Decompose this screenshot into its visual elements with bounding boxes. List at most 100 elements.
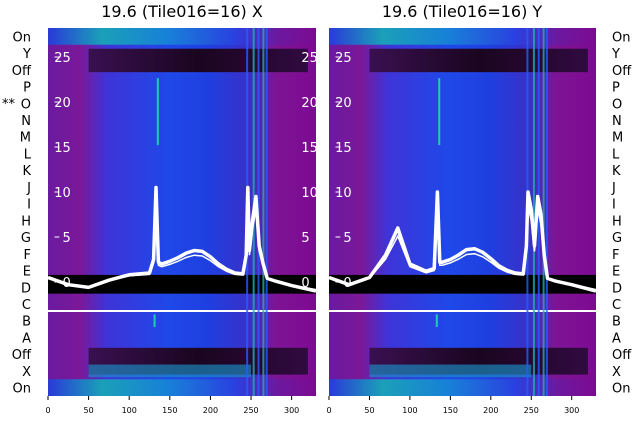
row-label-left: L	[24, 147, 32, 162]
overlay-y-tick-label-right: 0	[301, 276, 309, 291]
heatmap-band-off-top	[88, 48, 308, 73]
x-tick-label: 100	[402, 406, 417, 415]
overlay-y-tick-label-right: 5	[301, 231, 309, 246]
overlay-line	[328, 205, 597, 291]
overlay-y-tick-label-right: 10	[301, 186, 318, 201]
row-label-right: N	[612, 114, 622, 129]
heatmap-spike	[156, 78, 159, 146]
overlay-y-tick-label: 0	[343, 276, 351, 291]
x-tick-label: 50	[364, 406, 374, 415]
heatmap-stripe	[542, 28, 545, 396]
overlay-y-tick-label: 20	[335, 96, 352, 111]
heatmap-body	[329, 28, 596, 396]
overlay-y-tick-label: 20	[54, 96, 71, 111]
panel-title: 19.6 (Tile016=16) X	[101, 2, 263, 21]
x-ticks: 0 50 100 150 200 250 300	[326, 396, 579, 415]
x-tick-label: 0	[326, 406, 331, 415]
heatmap-band-on-top	[329, 28, 596, 45]
heatmap-panel-y: 19.6 (Tile016=16) Y 0 5 10 15 20 25 0 50 100 150…	[326, 2, 597, 415]
overlay-y-tick-label: 5	[62, 231, 70, 246]
row-label-left: On	[13, 382, 31, 397]
row-label-left: N	[21, 114, 31, 129]
row-label-right: M	[612, 131, 623, 146]
row-label-left: F	[24, 248, 31, 263]
overlay-y-tick-label: 10	[54, 186, 71, 201]
heatmap-band-on-top	[48, 28, 316, 45]
x-tick-label: 100	[122, 406, 137, 415]
row-label-left: H	[21, 214, 31, 229]
row-label-right: H	[612, 214, 622, 229]
heatmap-spike	[153, 314, 156, 328]
heatmap-band-d	[48, 274, 316, 294]
overlay-y-tick-label-right: 25	[301, 51, 318, 66]
row-label-left: P	[23, 81, 31, 96]
panel-title: 19.6 (Tile016=16) Y	[382, 2, 543, 21]
heatmap-stripe	[265, 28, 268, 396]
overlay-y-tick-label: 10	[335, 186, 352, 201]
overlay-line	[328, 190, 597, 293]
x-tick-label: 150	[443, 406, 458, 415]
heatmap-stripe	[545, 28, 548, 396]
overlay-y-tick-label: 5	[343, 231, 351, 246]
x-tick-label: 150	[162, 406, 177, 415]
x-tick-label: 250	[524, 406, 539, 415]
row-label-right: X	[612, 365, 621, 380]
heatmap-band-x	[88, 364, 252, 378]
row-label-right: A	[612, 331, 621, 346]
heatmap-panel-x: 19.6 (Tile016=16) X 0 0 5 5 10 10 15 15 20 20 25 25…	[45, 2, 317, 415]
heatmap-band-d	[329, 274, 596, 294]
row-label-right: G	[612, 231, 622, 246]
overlay-y-tick-label-right: 15	[301, 141, 318, 156]
row-label-right: K	[612, 164, 621, 179]
row-label-left: Y	[22, 47, 31, 62]
row-label-left: X	[22, 365, 31, 380]
row-label-right: Off	[612, 64, 632, 79]
row-label-right: B	[612, 315, 621, 330]
row-label-right: P	[612, 81, 620, 96]
row-label-right: L	[612, 147, 620, 162]
x-tick-label: 250	[243, 406, 258, 415]
row-label-right: F	[612, 248, 619, 263]
row-label-left: On	[13, 30, 31, 45]
overlay-line	[47, 201, 317, 291]
row-label-right: Off	[612, 348, 632, 363]
row-label-right: J	[611, 181, 616, 196]
row-label-left: C	[22, 298, 31, 313]
x-tick-label: 300	[284, 406, 299, 415]
overlay-y-ticks: 0 0 5 5 10 10 15 15 20 20 25 25	[54, 51, 318, 291]
row-label-left: B	[22, 315, 31, 330]
row-label-left: Off	[12, 64, 32, 79]
row-label-right: Y	[611, 47, 620, 62]
overlay-y-tick-label: 0	[62, 276, 70, 291]
heatmap-stripe	[532, 28, 535, 396]
row-label-right: D	[612, 281, 622, 296]
heatmap-band-off-top	[369, 48, 588, 73]
overlay-y-tick-label: 25	[54, 51, 71, 66]
overlay-y-tick-label-right: 20	[301, 96, 318, 111]
heatmap-stripe	[262, 28, 265, 396]
row-label-left: K	[22, 164, 31, 179]
overlay-y-ticks: 0 5 10 15 20 25	[335, 51, 352, 291]
x-tick-label: 200	[203, 406, 218, 415]
heatmap-band-x	[369, 364, 532, 378]
row-label-left: O	[21, 97, 31, 112]
x-tick-label: 0	[45, 406, 50, 415]
row-label-left: D	[21, 281, 31, 296]
row-label-right: O	[612, 97, 622, 112]
row-label-left: M	[20, 131, 31, 146]
overlay-y-tick-label: 15	[54, 141, 71, 156]
heatmap-band-on-bottom	[48, 379, 316, 396]
heatmap-spike	[438, 78, 441, 146]
row-label-left: J	[26, 181, 31, 196]
row-label-left: I	[27, 198, 31, 213]
row-label-right: C	[612, 298, 621, 313]
row-label-left: G	[21, 231, 31, 246]
row-label-left: Off	[12, 348, 32, 363]
heatmap-band-on-bottom	[329, 379, 596, 396]
heatmap-spike	[435, 314, 438, 328]
x-tick-label: 200	[483, 406, 498, 415]
row-label-right: On	[612, 382, 630, 397]
